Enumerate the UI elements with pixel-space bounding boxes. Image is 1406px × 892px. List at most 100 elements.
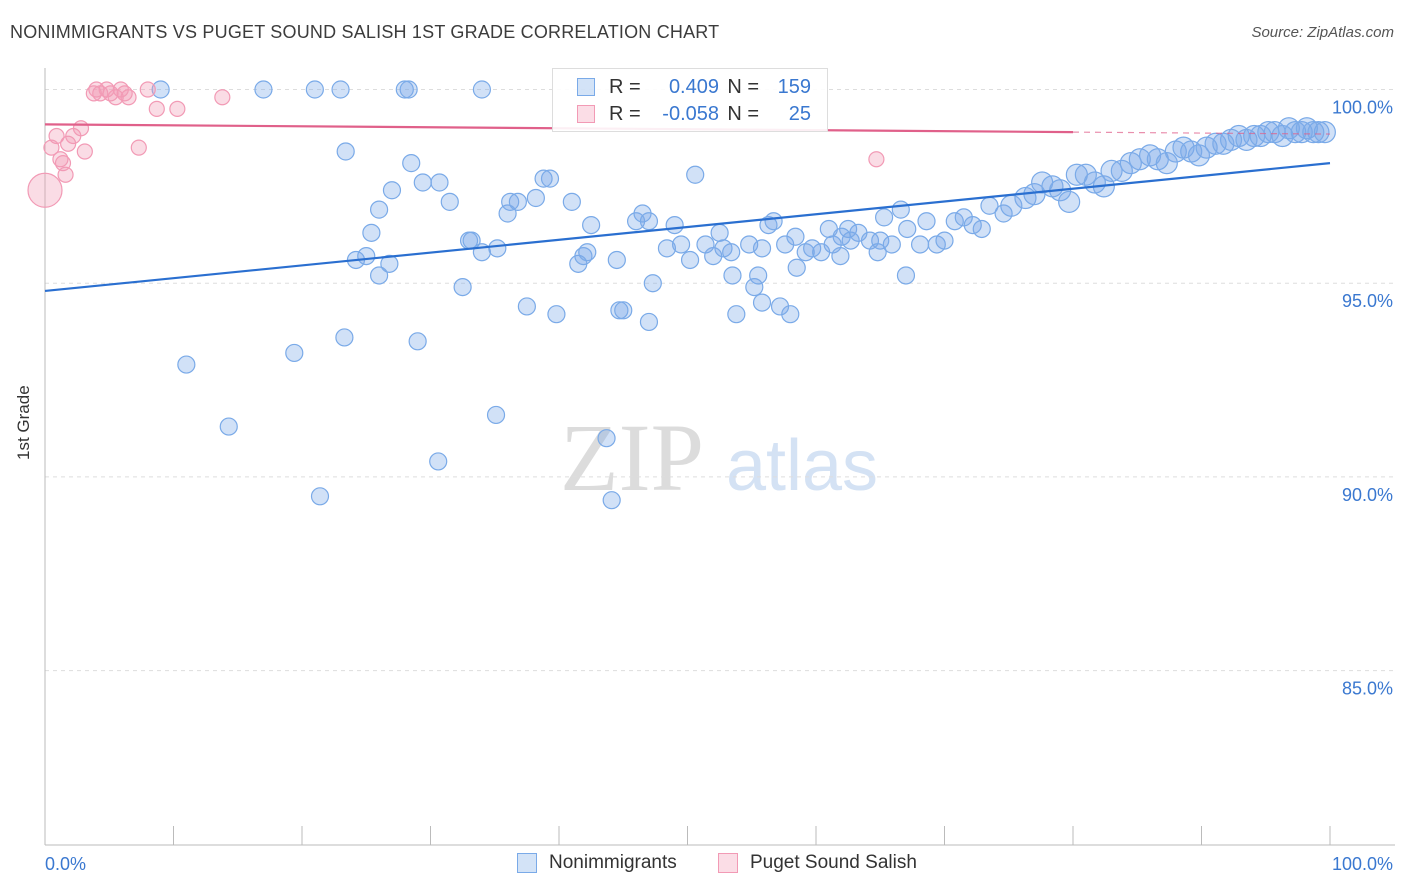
nonimmigrants-point — [399, 80, 418, 99]
nonimmigrants-point — [357, 246, 376, 266]
nonimmigrants-point — [562, 192, 581, 211]
nonimmigrants-point — [972, 219, 991, 239]
nonimmigrants-point — [1058, 190, 1081, 213]
nonimmigrants-point — [610, 301, 629, 320]
nonimmigrants-point — [402, 154, 421, 173]
nonimmigrants-point — [896, 266, 916, 285]
y-tick-label: 85.0% — [1342, 679, 1393, 699]
n-value: 159 — [777, 75, 811, 98]
nonimmigrants-point — [1119, 152, 1142, 175]
r-label: R = — [609, 102, 641, 125]
nonimmigrants-point — [413, 173, 432, 192]
nonimmigrants-point — [380, 254, 399, 273]
puget-sound-salish-point — [60, 135, 77, 152]
nonimmigrants-point — [868, 243, 887, 262]
nonimmigrants-point — [254, 80, 273, 99]
nonimmigrants-trend-line — [44, 162, 1331, 293]
nonimmigrants-point — [710, 223, 729, 242]
legend-row-puget-sound-salish: R = -0.058 N = 25 — [553, 101, 811, 127]
legend-swatch-blue — [577, 78, 595, 96]
nonimmigrants-point — [917, 212, 936, 231]
nonimmigrants-point — [151, 80, 170, 99]
nonimmigrants-point — [517, 297, 536, 316]
nonimmigrants-point — [871, 231, 890, 250]
source-label: Source: ZipAtlas.com — [1251, 24, 1394, 41]
legend-item-puget-sound-salish[interactable]: Puget Sound Salish — [718, 852, 917, 874]
puget-sound-salish-point — [48, 127, 65, 145]
stats-legend: R = 0.409 N = 159 R = -0.058 N = 25 — [552, 68, 828, 132]
nonimmigrants-point — [831, 246, 850, 266]
y-tick-label: 90.0% — [1342, 485, 1393, 505]
nonimmigrants-point — [430, 173, 449, 192]
nonimmigrants-point — [786, 227, 805, 246]
nonimmigrants-point — [486, 405, 506, 425]
nonimmigrants-point — [727, 305, 746, 324]
x-tick-label-max: 100.0% — [1332, 854, 1393, 874]
nonimmigrants-point — [749, 266, 768, 285]
nonimmigrants-point — [680, 250, 700, 270]
puget-sound-salish-point — [868, 151, 885, 168]
nonimmigrants-point — [305, 80, 324, 99]
nonimmigrants-point — [963, 216, 982, 235]
nonimmigrants-point — [382, 181, 402, 200]
nonimmigrants-point — [614, 301, 633, 320]
nonimmigrants-point — [1110, 159, 1133, 182]
nonimmigrants-point — [177, 355, 196, 374]
nonimmigrants-point — [665, 216, 684, 235]
legend-swatch-pink — [577, 105, 595, 123]
nonimmigrants-point — [370, 266, 389, 285]
y-tick-label: 95.0% — [1342, 291, 1393, 311]
nonimmigrants-point — [1313, 121, 1336, 144]
nonimmigrants-point — [891, 200, 910, 219]
puget-sound-salish-point — [139, 81, 156, 98]
nonimmigrants-point — [440, 192, 459, 211]
nonimmigrants-point — [639, 312, 659, 332]
nonimmigrants-point — [219, 417, 238, 436]
puget-sound-salish-point — [148, 100, 165, 117]
nonimmigrants-point — [508, 192, 527, 211]
nonimmigrants-point — [764, 212, 783, 231]
nonimmigrants-point — [597, 429, 616, 448]
nonimmigrants-point — [643, 274, 662, 293]
nonimmigrants-point — [453, 277, 472, 297]
x-tick-label-min: 0.0% — [45, 854, 86, 874]
nonimmigrants-point — [1195, 136, 1218, 159]
legend-label: Puget Sound Salish — [750, 852, 917, 873]
puget-sound-salish-point — [76, 143, 93, 160]
nonimmigrants-point — [803, 239, 822, 258]
puget-sound-salish-point — [27, 172, 63, 208]
nonimmigrants-point — [945, 212, 964, 231]
n-label: N = — [727, 75, 759, 98]
puget-sound-salish-point — [120, 89, 137, 106]
puget-sound-salish-point — [72, 120, 90, 137]
legend-item-nonimmigrants[interactable]: Nonimmigrants — [517, 852, 677, 874]
nonimmigrants-point — [408, 332, 427, 351]
nonimmigrants-point — [745, 277, 764, 297]
series-legend: Nonimmigrants Puget Sound Salish — [0, 852, 1406, 878]
nonimmigrants-point — [336, 142, 355, 161]
nonimmigrants-point — [671, 235, 691, 254]
watermark-atlas: atlas — [726, 426, 878, 506]
tick-labels: 100.0% 95.0% 90.0% 85.0% 0.0% 100.0% — [45, 97, 1393, 874]
nonimmigrants-point — [723, 266, 742, 285]
nonimmigrants-point — [501, 192, 520, 211]
puget-sound-salish-point — [57, 166, 74, 183]
puget-sound-salish-point — [130, 139, 147, 156]
legend-swatch-pink — [718, 853, 738, 873]
nonimmigrants-point — [1074, 163, 1097, 186]
nonimmigrants-point — [1155, 152, 1178, 175]
nonimmigrants-point — [875, 208, 894, 227]
data-points — [27, 80, 1336, 510]
nonimmigrants-point — [752, 239, 772, 258]
nonimmigrants-point — [498, 204, 517, 223]
nonimmigrants-point — [841, 231, 860, 250]
nonimmigrants-point — [787, 258, 806, 277]
legend-label: Nonimmigrants — [549, 852, 677, 873]
n-value: 25 — [788, 102, 811, 125]
nonimmigrants-point — [582, 216, 601, 235]
nonimmigrants-point — [752, 293, 772, 312]
nonimmigrants-point — [395, 80, 414, 99]
nonimmigrants-point — [429, 452, 448, 471]
nonimmigrants-point — [602, 491, 621, 510]
